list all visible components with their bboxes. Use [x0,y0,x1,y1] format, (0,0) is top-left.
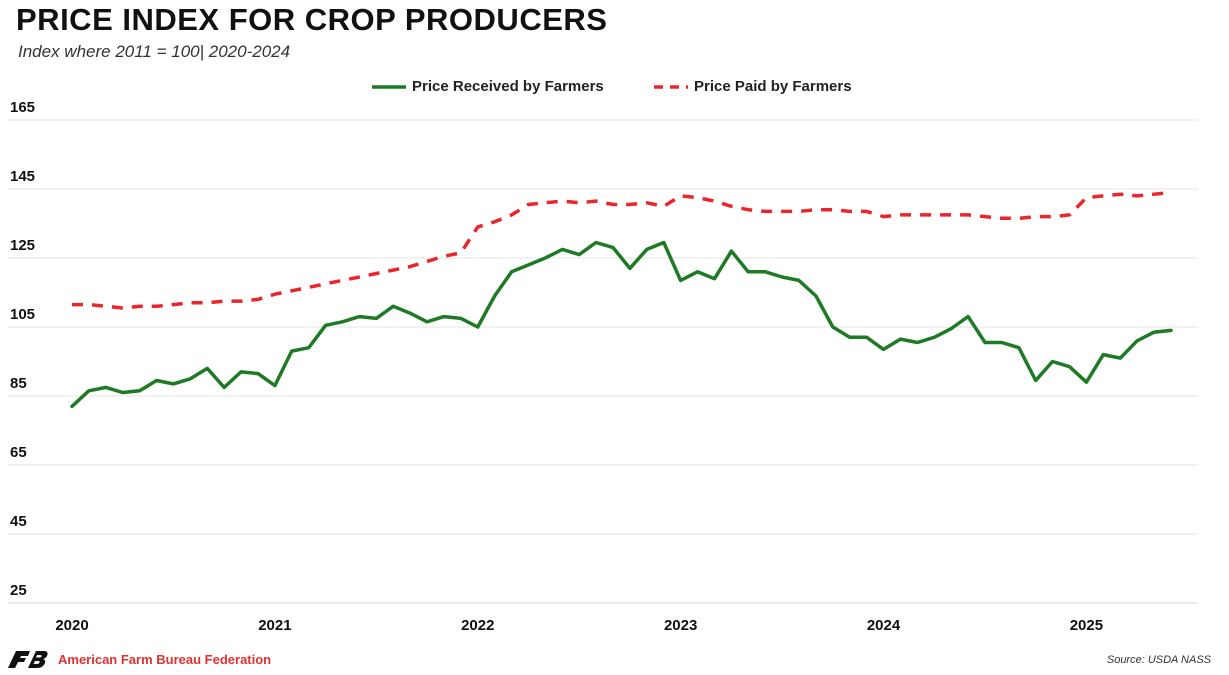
y-tick-label-25: 25 [10,582,27,599]
y-tick-label-125: 125 [10,237,35,254]
series-line-price-received [70,240,1173,409]
x-tick-label-2021: 2021 [258,617,291,634]
x-tick-label-2025: 2025 [1070,617,1103,634]
legend-swatch-paid [654,84,688,89]
x-tick-label-2022: 2022 [461,617,494,634]
x-tick-label-2023: 2023 [664,617,697,634]
footer-logo: American Farm Bureau Federation [6,648,271,670]
y-tick-label-45: 45 [10,513,27,530]
x-tick-label-2024: 2024 [867,617,901,634]
legend-item-received: Price Received by Farmers [370,78,604,95]
source-note: Source: USDA NASS [1106,654,1211,666]
x-axis-ticks: 2020 2021 2022 2023 2024 2025 [55,617,1103,634]
gridlines [8,119,1198,604]
legend-label-paid: Price Paid by Farmers [694,78,852,95]
y-axis-ticks: 25 45 65 85 105 125 145 165 [10,99,35,599]
y-tick-label-145: 145 [10,168,35,185]
series-lines [70,190,1173,409]
farm-bureau-logo-icon [8,651,48,668]
chart-subtitle: Index where 2011 = 100| 2020-2024 [18,42,291,61]
chart-title: PRICE INDEX FOR CROP PRODUCERS [16,2,608,37]
y-tick-label-105: 105 [10,306,35,323]
legend-item-paid: Price Paid by Farmers [652,78,852,95]
x-tick-label-2020: 2020 [55,617,88,634]
legend: Price Received by Farmers Price Paid by … [0,78,1229,102]
footer-organization: American Farm Bureau Federation [58,651,272,667]
legend-label-received: Price Received by Farmers [412,78,604,95]
legend-swatch-received [372,84,406,89]
y-tick-label-165: 165 [10,99,35,116]
y-tick-label-65: 65 [10,444,27,461]
series-line-price-paid [72,190,1172,310]
y-tick-label-85: 85 [10,375,27,392]
